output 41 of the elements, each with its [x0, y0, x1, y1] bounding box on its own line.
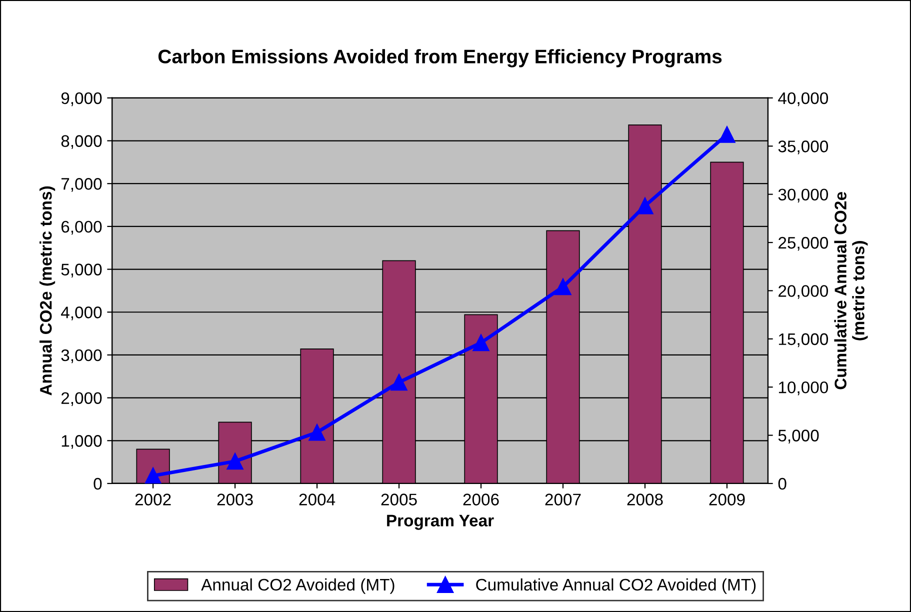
point — [144, 467, 162, 484]
point — [308, 424, 326, 441]
y2-tick-label: 25,000 — [778, 236, 828, 251]
x-tick-label: 2005 — [381, 494, 417, 506]
y-axis-title: Annual CO2e (metric tons) — [40, 186, 56, 396]
y2-tick-label: 20,000 — [778, 285, 828, 299]
x-tick-label: 2009 — [709, 494, 745, 506]
point — [472, 334, 490, 352]
x-axis-title: Program Year — [387, 514, 494, 530]
y-tick-label: 9,000 — [61, 92, 102, 106]
chart-title: Carbon Emissions Avoided from Energy Efficiency Programs — [158, 49, 722, 68]
legend-label: Cumulative Annual CO2 Avoided (MT) — [476, 578, 756, 594]
legend-label: Annual CO2 Avoided (MT) — [201, 578, 394, 594]
point — [554, 278, 572, 296]
y2-tick-label: 0 — [778, 478, 786, 490]
x-tick-label: 2004 — [299, 494, 336, 506]
y-tick-label: 0 — [94, 478, 102, 490]
y-tick-label: 7,000 — [61, 178, 102, 192]
y2-tick-label: 15,000 — [778, 333, 828, 348]
y-tick-label: 6,000 — [61, 220, 102, 235]
y2-axis-title: Cumulative Annual CO2e (metric tons) — [834, 192, 868, 390]
y-tick-label: 2,000 — [61, 392, 102, 406]
y2-tick-label: 35,000 — [778, 140, 828, 154]
y2-tick-label: 5,000 — [778, 430, 819, 444]
x-tick-label: 2008 — [627, 494, 663, 506]
y-tick-label: 8,000 — [61, 135, 102, 149]
y-tick-label: 1,000 — [62, 435, 102, 449]
y2-tick-label: 40,000 — [778, 92, 828, 106]
y-tick-label: 4,000 — [61, 306, 102, 320]
y-tick-label: 5,000 — [61, 264, 102, 278]
point — [636, 198, 654, 214]
x-tick-label: 2002 — [135, 494, 171, 506]
point — [226, 452, 244, 470]
y2-tick-label: 10,000 — [778, 381, 828, 396]
point — [390, 374, 408, 391]
point — [718, 126, 736, 143]
x-tick-label: 2007 — [545, 494, 581, 506]
y2-tick-label: 30,000 — [778, 188, 828, 202]
x-tick-label: 2006 — [463, 494, 499, 506]
y-tick-label: 3,000 — [61, 349, 102, 364]
x-tick-label: 2003 — [217, 494, 253, 506]
